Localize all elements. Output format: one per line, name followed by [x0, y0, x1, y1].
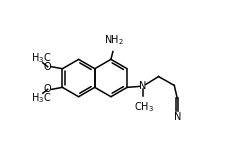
Text: CH$_3$: CH$_3$ — [134, 100, 154, 114]
Text: O: O — [43, 62, 51, 72]
Text: N: N — [139, 81, 146, 91]
Text: NH$_2$: NH$_2$ — [104, 33, 124, 47]
Text: O: O — [43, 84, 51, 94]
Text: N: N — [173, 112, 181, 122]
Text: H$_3$C: H$_3$C — [31, 51, 51, 65]
Text: H$_3$C: H$_3$C — [31, 91, 51, 105]
